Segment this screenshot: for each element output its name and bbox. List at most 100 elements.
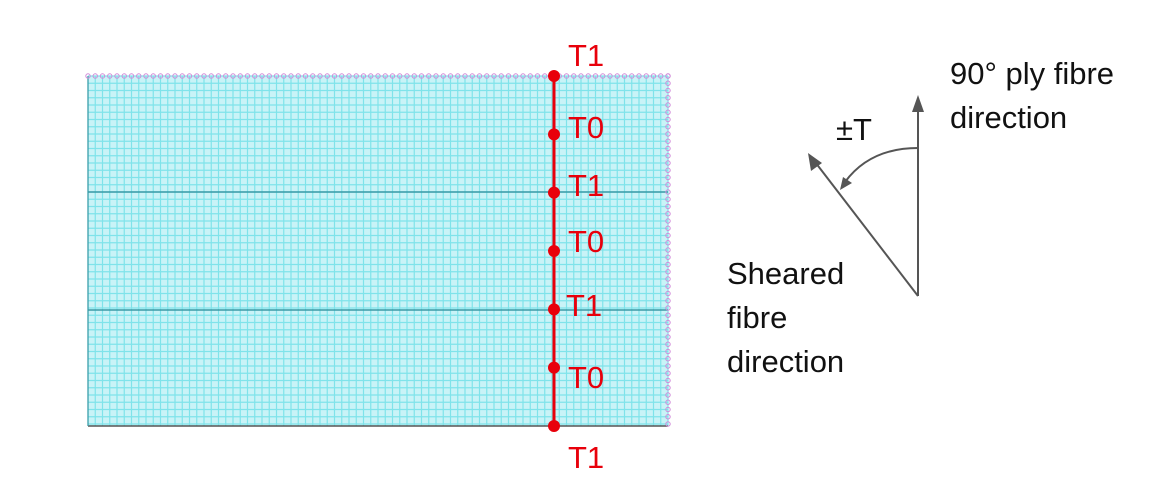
mesh-top-node — [143, 73, 149, 79]
mesh-top-node — [636, 73, 642, 79]
mesh-top-node — [658, 73, 664, 79]
mesh-top-node — [121, 73, 127, 79]
mesh-top-node — [491, 73, 497, 79]
mesh-top-node — [85, 73, 91, 79]
mesh-right-node — [665, 406, 671, 413]
mesh-top-node — [389, 73, 396, 79]
mesh-top-node — [484, 73, 490, 79]
mesh-top-node — [339, 73, 345, 79]
mesh-top-node — [534, 73, 541, 79]
ply-direction-label-line2: direction — [950, 100, 1067, 135]
shear-angle-arc — [844, 147, 919, 183]
thickness-labels: T1 T0 T1 T0 T1 T0 T1 — [566, 38, 604, 475]
mesh-top-node — [469, 73, 475, 79]
mesh-right-node — [665, 109, 671, 115]
mesh-right-node — [665, 254, 671, 260]
mesh-top-node — [259, 73, 265, 79]
mesh-right-node — [665, 399, 671, 405]
mesh-right-node — [665, 153, 671, 159]
mesh-top-node — [179, 73, 185, 79]
fabric-mesh — [85, 73, 671, 427]
shear-angle-arrowhead — [840, 177, 852, 190]
mesh-top-node — [426, 73, 432, 79]
mesh-top-node — [542, 73, 548, 79]
mesh-top-node — [600, 73, 606, 79]
thickness-label-t0: T0 — [568, 224, 604, 259]
mesh-right-node — [665, 182, 671, 188]
thickness-label-t0: T0 — [568, 360, 604, 395]
mesh-right-node — [665, 276, 671, 282]
mesh-right-node — [665, 341, 671, 347]
thickness-label-t1: T1 — [566, 288, 602, 323]
mesh-top-node — [128, 73, 135, 79]
sheared-direction-label-line2: fibre — [727, 300, 787, 335]
mesh-right-node — [665, 392, 671, 398]
mesh-right-node — [665, 414, 671, 420]
mesh-top-node — [621, 73, 628, 79]
mesh-right-node — [665, 269, 671, 275]
mesh-right-node — [665, 80, 671, 86]
mesh-right-node — [665, 102, 671, 108]
mesh-right-node — [665, 116, 671, 123]
mesh-top-node — [382, 73, 388, 79]
mesh-right-node — [665, 348, 671, 355]
sheared-direction-label-line1: Sheared — [727, 256, 844, 291]
mesh-right-node — [665, 196, 671, 202]
mesh-top-node — [194, 73, 200, 79]
mesh-top-node — [99, 73, 106, 79]
mesh-top-node — [331, 73, 338, 79]
mesh-right-node — [665, 327, 671, 333]
mesh-right-node — [665, 356, 671, 362]
mesh-top-node — [527, 73, 533, 79]
mesh-right-node — [665, 312, 671, 318]
mesh-top-node — [353, 73, 359, 79]
mesh-top-node — [230, 73, 236, 79]
thickness-node — [548, 303, 560, 316]
mesh-right-node — [665, 124, 671, 130]
mesh-right-node — [665, 290, 671, 297]
sheared-fibre-arrow — [811, 157, 919, 297]
mesh-top-node — [563, 73, 570, 79]
thickness-node — [548, 361, 560, 374]
thickness-node — [548, 70, 560, 82]
mesh-right-node — [665, 261, 671, 268]
mesh-top-node — [302, 73, 309, 79]
mesh-top-node — [215, 73, 222, 79]
thickness-node — [548, 420, 560, 432]
thickness-label-t0: T0 — [568, 110, 604, 145]
mesh-top-node — [92, 73, 98, 79]
mesh-top-node — [614, 73, 620, 79]
mesh-right-node — [665, 73, 671, 79]
mesh-right-node — [665, 131, 671, 137]
mesh-right-node — [665, 385, 671, 391]
mesh-right-node — [665, 240, 671, 246]
mesh-top-node — [186, 73, 193, 79]
mesh-right-node — [665, 298, 671, 304]
mesh-right-node — [665, 305, 671, 311]
mesh-top-node — [418, 73, 425, 79]
mesh-top-node — [368, 73, 374, 79]
mesh-top-node — [397, 73, 403, 79]
mesh-top-node — [592, 73, 599, 79]
thickness-label-t1: T1 — [568, 38, 604, 73]
mesh-top-node — [172, 73, 178, 79]
mesh-top-node — [629, 73, 635, 79]
mesh-top-node — [520, 73, 526, 79]
mesh-top-node — [317, 73, 323, 79]
mesh-right-node — [665, 218, 671, 224]
mesh-top-node — [273, 73, 280, 79]
mesh-right-node — [665, 247, 671, 253]
thickness-node — [548, 186, 560, 199]
thickness-node — [548, 245, 560, 257]
mesh-top-node — [585, 73, 591, 79]
mesh-right-node — [665, 232, 671, 239]
mesh-top-node — [375, 73, 381, 79]
mesh-top-node — [571, 73, 577, 79]
mesh-right-node — [665, 167, 671, 173]
mesh-right-node — [665, 283, 671, 289]
mesh-right-node — [665, 189, 671, 195]
mesh-top-node — [513, 73, 519, 79]
mesh-top-node — [440, 73, 446, 79]
mesh-top-node — [607, 73, 613, 79]
